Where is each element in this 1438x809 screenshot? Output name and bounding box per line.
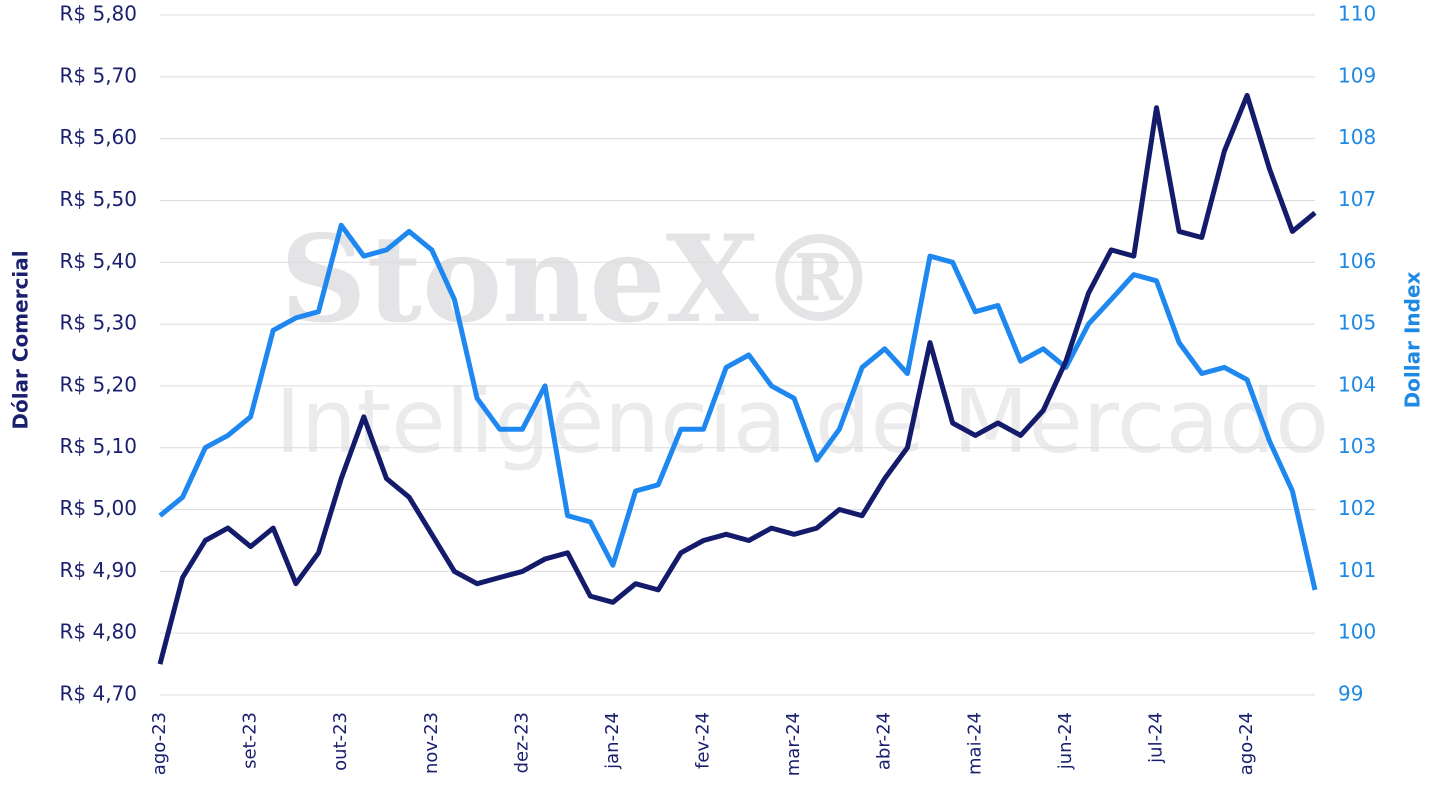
x-tick-label: jul-24 xyxy=(1145,712,1166,764)
y2-tick-label: 104 xyxy=(1338,372,1376,396)
x-tick-label: fev-24 xyxy=(693,712,714,769)
x-tick-label: ago-24 xyxy=(1236,712,1257,775)
y2-tick-label: 107 xyxy=(1338,187,1376,211)
y2-tick-label: 99 xyxy=(1338,682,1363,706)
x-tick-label: out-23 xyxy=(330,712,351,771)
y-tick-label: R$ 5,60 xyxy=(59,125,137,149)
y2-tick-label: 103 xyxy=(1338,434,1376,458)
y2-tick-label: 102 xyxy=(1338,496,1376,520)
y-tick-label: R$ 5,30 xyxy=(59,311,137,335)
y2-tick-label: 105 xyxy=(1338,311,1376,335)
y2-tick-label: 106 xyxy=(1338,249,1376,273)
y2-tick-label: 100 xyxy=(1338,620,1376,644)
y-tick-label: R$ 4,80 xyxy=(59,620,137,644)
y2-tick-label: 109 xyxy=(1338,63,1376,87)
y-tick-label: R$ 5,00 xyxy=(59,496,137,520)
y-tick-label: R$ 5,50 xyxy=(59,187,137,211)
series-line xyxy=(158,222,1318,591)
y-tick-label: R$ 5,40 xyxy=(59,249,137,273)
x-tick-label: mai-24 xyxy=(964,712,985,775)
series-line xyxy=(157,92,1317,665)
x-tick-label: set-23 xyxy=(240,712,261,769)
y2-tick-label: 101 xyxy=(1338,558,1376,582)
y2-tick-label: 108 xyxy=(1338,125,1376,149)
x-tick-label: dez-23 xyxy=(511,712,532,773)
x-tick-label: nov-23 xyxy=(421,712,442,774)
y-tick-label: R$ 5,80 xyxy=(59,2,137,26)
x-tick-label: jan-24 xyxy=(602,712,623,770)
y-tick-label: R$ 4,70 xyxy=(59,682,137,706)
y2-tick-label: 110 xyxy=(1338,2,1376,26)
y-tick-label: R$ 5,10 xyxy=(59,434,137,458)
y-tick-label: R$ 5,70 xyxy=(59,63,137,87)
x-tick-label: ago-23 xyxy=(149,712,170,775)
watermark-logo: StoneX® xyxy=(280,209,879,350)
y2-axis-label: Dollar Index xyxy=(1401,271,1425,408)
x-tick-label: jun-24 xyxy=(1055,712,1076,770)
y-tick-label: R$ 4,90 xyxy=(59,558,137,582)
y-tick-label: R$ 5,20 xyxy=(59,372,137,396)
y-axis-label: Dólar Comercial xyxy=(9,250,33,429)
x-tick-label: mar-24 xyxy=(783,712,804,776)
x-tick-label: abr-24 xyxy=(874,712,895,770)
